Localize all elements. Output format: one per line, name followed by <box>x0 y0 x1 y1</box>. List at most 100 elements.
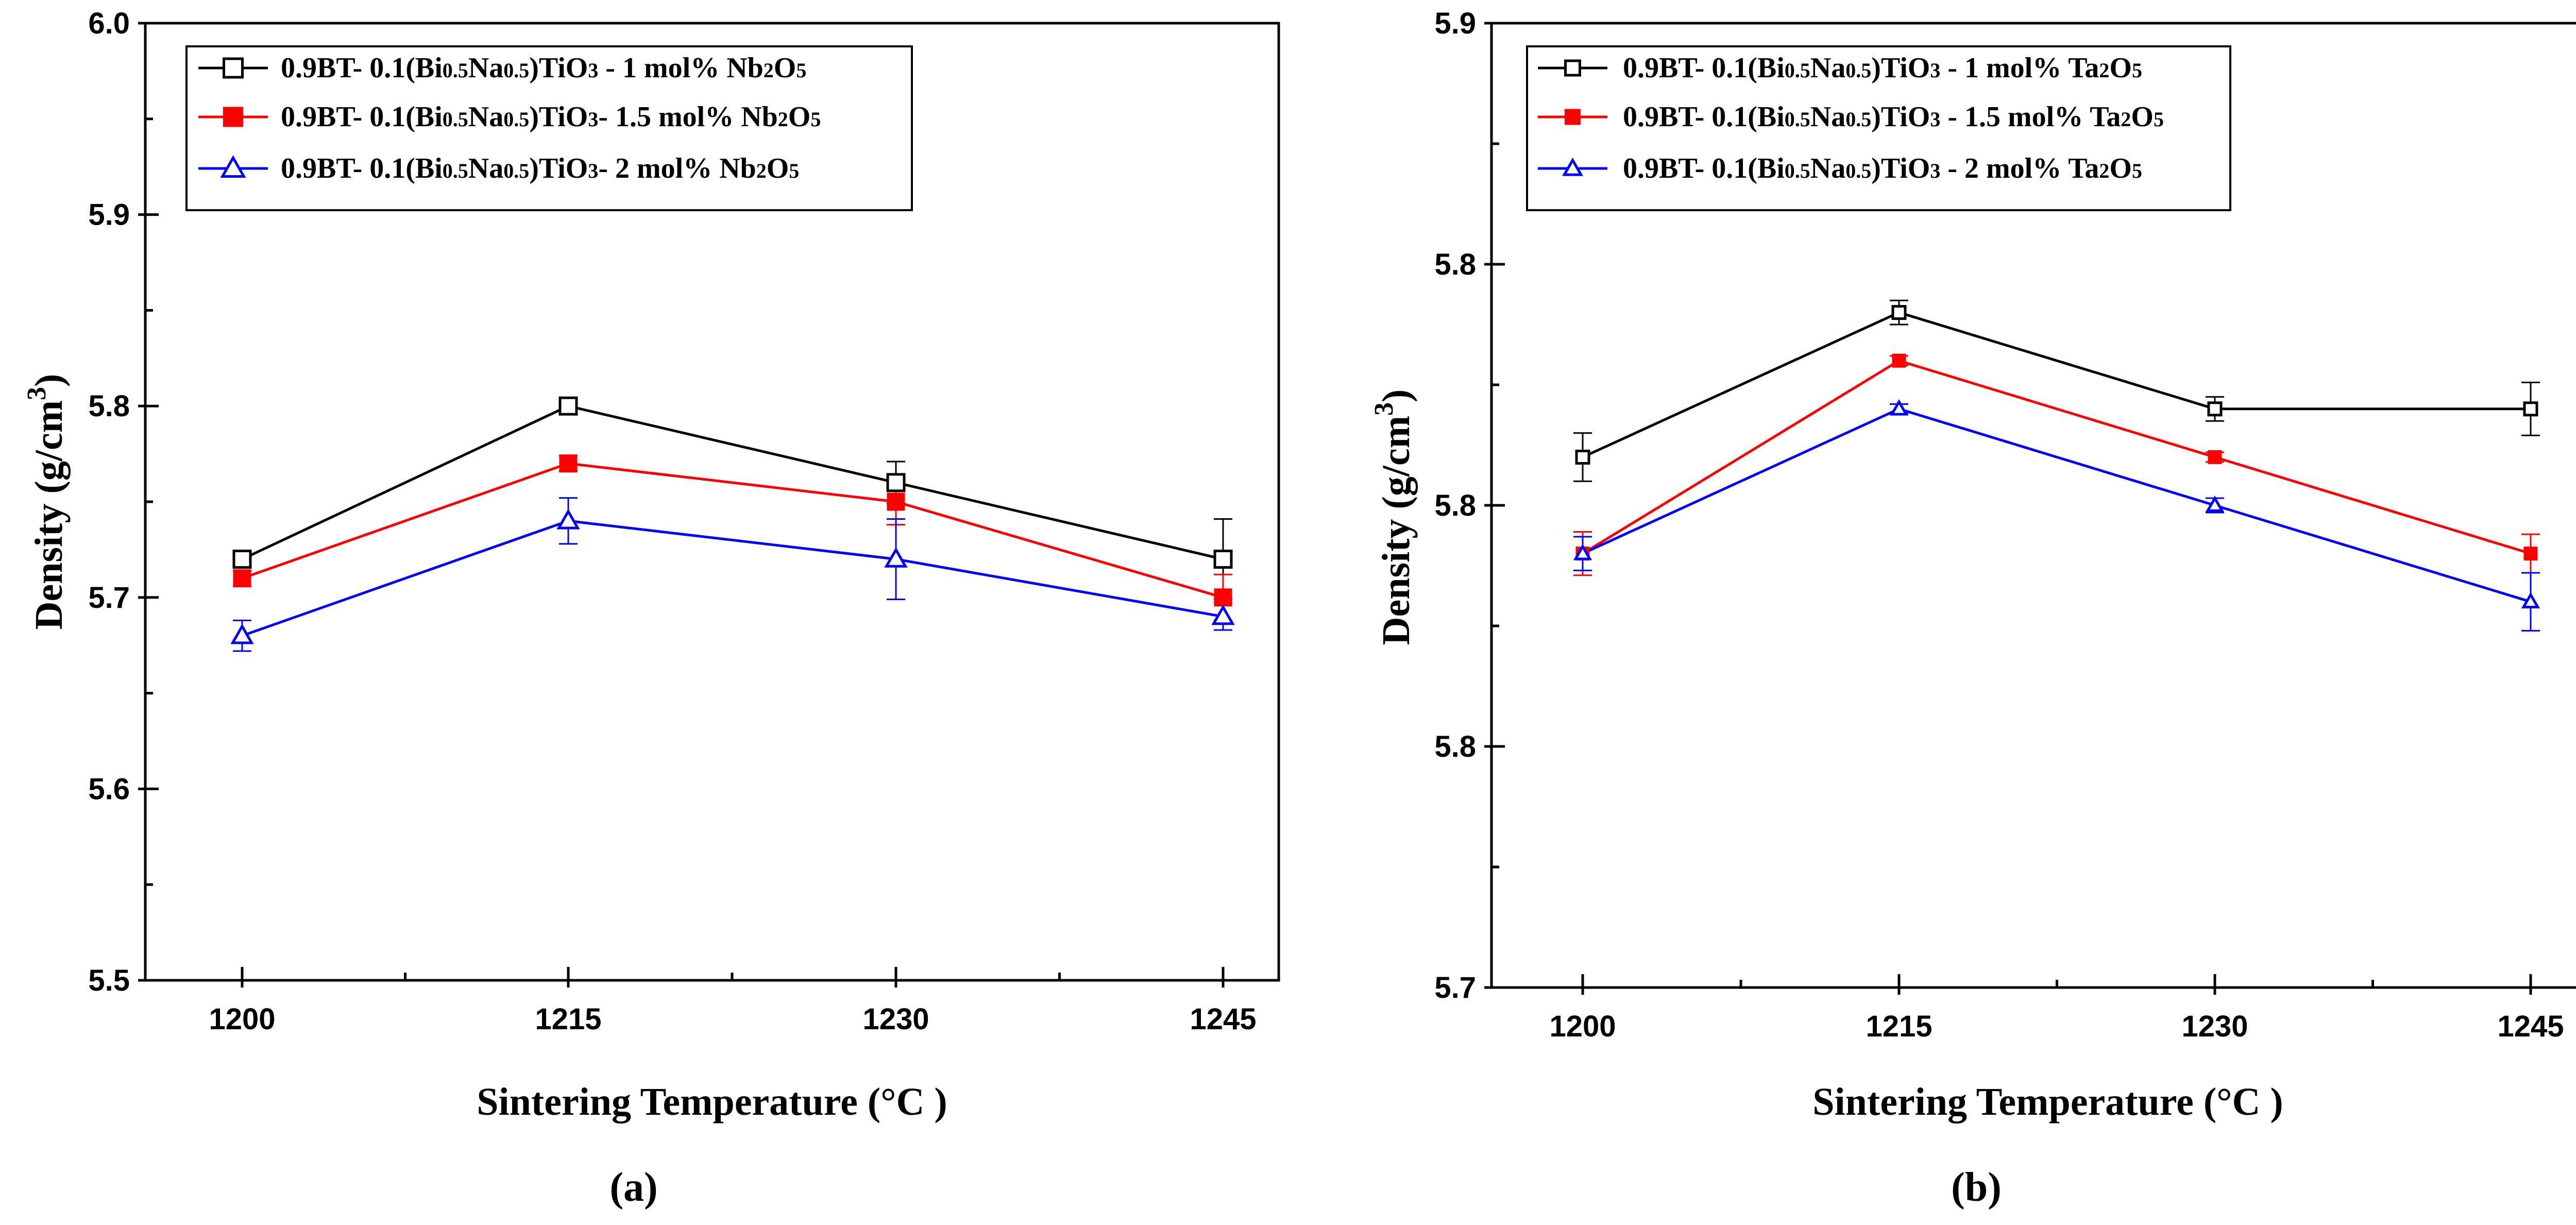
data-point <box>232 549 252 569</box>
panel-tag-b-close: ) <box>1988 1165 2002 1210</box>
legend-label-part: Na <box>468 101 503 133</box>
legend-label-part: 5 <box>2132 159 2142 182</box>
panel-tag-a-letter: a <box>623 1165 644 1210</box>
y-tick-label: 5.9 <box>1434 7 1476 40</box>
data-point <box>1889 399 1909 416</box>
legend-label-part: 0.5 <box>1785 108 1810 131</box>
markers-a <box>230 396 1235 644</box>
legend-label-part: 3 <box>588 159 598 182</box>
x-tick-label: 1215 <box>535 1002 601 1036</box>
legend-label-part: 0.5 <box>1785 159 1810 182</box>
data-point <box>2208 450 2222 464</box>
legend-label: 0.9BT- 0.1(Bi0.5Na0.5)TiO3 - 1.5 mol% Ta… <box>1623 101 2164 133</box>
legend-label-part: - 1 mol% Ta <box>1940 52 2099 84</box>
data-point <box>887 492 905 511</box>
y-tick-label: 5.6 <box>88 772 130 806</box>
y-tick-label: 5.8 <box>88 389 130 423</box>
data-point <box>1213 549 1233 569</box>
legend-marker <box>1562 157 1583 176</box>
legend-label-part: O <box>2131 101 2154 133</box>
ticks-b: 5.7 5.8 5.8 5.8 5.9 1200 1215 1230 1245 <box>1434 7 2564 1043</box>
legend-label-part: 0.5 <box>1785 59 1810 82</box>
y-axis-title-text-a: Density (g/cm <box>27 400 71 629</box>
x-tick-label: 1215 <box>1866 1010 1932 1043</box>
data-point <box>556 508 580 530</box>
legend-label-part: 0.9BT- 0.1(Bi <box>281 152 443 184</box>
x-tick-label: 1245 <box>1190 1002 1256 1036</box>
x-axis-title-b: Sintering Temperature (°C ) <box>1812 1080 2283 1124</box>
legend-label-part: 0.9BT- 0.1(Bi <box>281 101 443 133</box>
legend-label: 0.9BT- 0.1(Bi0.5Na0.5)TiO3 - 2 mol% Ta2O… <box>1623 152 2142 184</box>
data-point <box>884 547 908 568</box>
y-tick-label: 5.8 <box>1434 489 1476 522</box>
legend-label-part: 2 <box>2099 59 2109 82</box>
y-tick-label: 6.0 <box>88 7 130 40</box>
legend-label-part: 0.9BT- 0.1(Bi <box>1623 101 1785 133</box>
panel-b: 5.7 5.8 5.8 5.8 5.9 1200 1215 1230 1245 Density … <box>1369 7 2576 1210</box>
data-point <box>230 623 254 644</box>
x-tick-label: 1230 <box>862 1002 929 1036</box>
legend-label-part: 0.9BT- 0.1(Bi <box>1623 52 1785 84</box>
legend-label-part: 2 <box>2099 159 2109 182</box>
legend-label-part: 5 <box>2154 108 2164 131</box>
x-tick-label: 1245 <box>2497 1010 2564 1043</box>
legend-label-part: O <box>2109 152 2132 184</box>
legend-label-part: - 2 mol% Nb <box>598 152 756 184</box>
legend-label: 0.9BT- 0.1(Bi0.5Na0.5)TiO3- 2 mol% Nb2O5 <box>281 152 799 184</box>
data-point <box>2521 592 2540 609</box>
markers-b <box>1573 305 2540 609</box>
data-point <box>2205 496 2225 512</box>
legend-label-part: Na <box>468 52 503 84</box>
data-point <box>2523 401 2538 417</box>
legend-label-part: 0.5 <box>503 159 529 182</box>
legend-label-part: 0.5 <box>503 59 529 82</box>
legend-label-part: 2 <box>764 59 774 82</box>
legend-label-part: Na <box>1810 101 1845 133</box>
legend-entries-a: 0.9BT- 0.1(Bi0.5Na0.5)TiO3 - 1 mol% Nb2O… <box>198 52 821 184</box>
panel-tag-b: (b) <box>1951 1165 2002 1210</box>
legend-label: 0.9BT- 0.1(Bi0.5Na0.5)TiO3 - 1 mol% Ta2O… <box>1623 52 2142 84</box>
y-axis-title-a: Density (g/cm3) <box>22 374 71 630</box>
series-line <box>1582 359 2531 555</box>
y-axis-title-close-b: ) <box>1375 389 1418 402</box>
legend-label-part: 3 <box>1930 108 1940 131</box>
panel-tag-a-open: ( <box>609 1165 623 1210</box>
y-tick-label: 5.7 <box>88 581 130 615</box>
data-point <box>1214 588 1232 607</box>
legend-label-part: 5 <box>796 59 806 82</box>
data-point <box>1573 543 1592 560</box>
y-tick-label: 5.8 <box>1434 730 1476 763</box>
legend-label-part: - 1.5 mol% Nb <box>598 101 777 133</box>
panel-tag-b-open: ( <box>1951 1165 1965 1210</box>
y-tick-label: 5.8 <box>1434 248 1476 281</box>
legend-label-part: 2 <box>756 159 767 182</box>
legend-label-part: O <box>788 101 811 133</box>
legend-label-part: 0.9BT- 0.1(Bi <box>1623 152 1785 184</box>
data-point <box>1575 449 1590 465</box>
y-axis-title-close-a: ) <box>27 374 71 387</box>
series-line <box>242 519 1224 637</box>
data-point <box>1211 604 1235 625</box>
legend-label-part: 3 <box>588 59 598 82</box>
legend-label-part: )TiO <box>1871 152 1930 184</box>
series-line <box>1582 311 2531 458</box>
panel-a: 5.5 5.6 5.7 5.8 5.9 6.0 1200 1215 1230 1245 Densi… <box>22 7 1280 1210</box>
legend-marker <box>223 107 243 127</box>
legend-label-part: Na <box>468 152 503 184</box>
legend-label-part: - 2 mol% Ta <box>1940 152 2099 184</box>
legend-label-part: 0.5 <box>443 159 468 182</box>
data-point <box>2207 401 2223 417</box>
legend-marker <box>220 155 246 178</box>
legend-label-part: Na <box>1810 52 1845 84</box>
series-lines-a <box>241 404 1224 637</box>
y-tick-label: 5.7 <box>1434 971 1476 1005</box>
legend-label-part: 5 <box>2132 59 2142 82</box>
legend-label-part: 3 <box>588 108 598 131</box>
error-bars-a <box>233 397 1232 652</box>
data-point <box>559 454 578 473</box>
legend-label-part: )TiO <box>529 52 588 84</box>
data-point <box>1891 305 1907 320</box>
legend-label-part: )TiO <box>529 101 588 133</box>
legend-label-part: )TiO <box>529 152 588 184</box>
legend-label-part: - 1.5 mol% Ta <box>1940 101 2121 133</box>
